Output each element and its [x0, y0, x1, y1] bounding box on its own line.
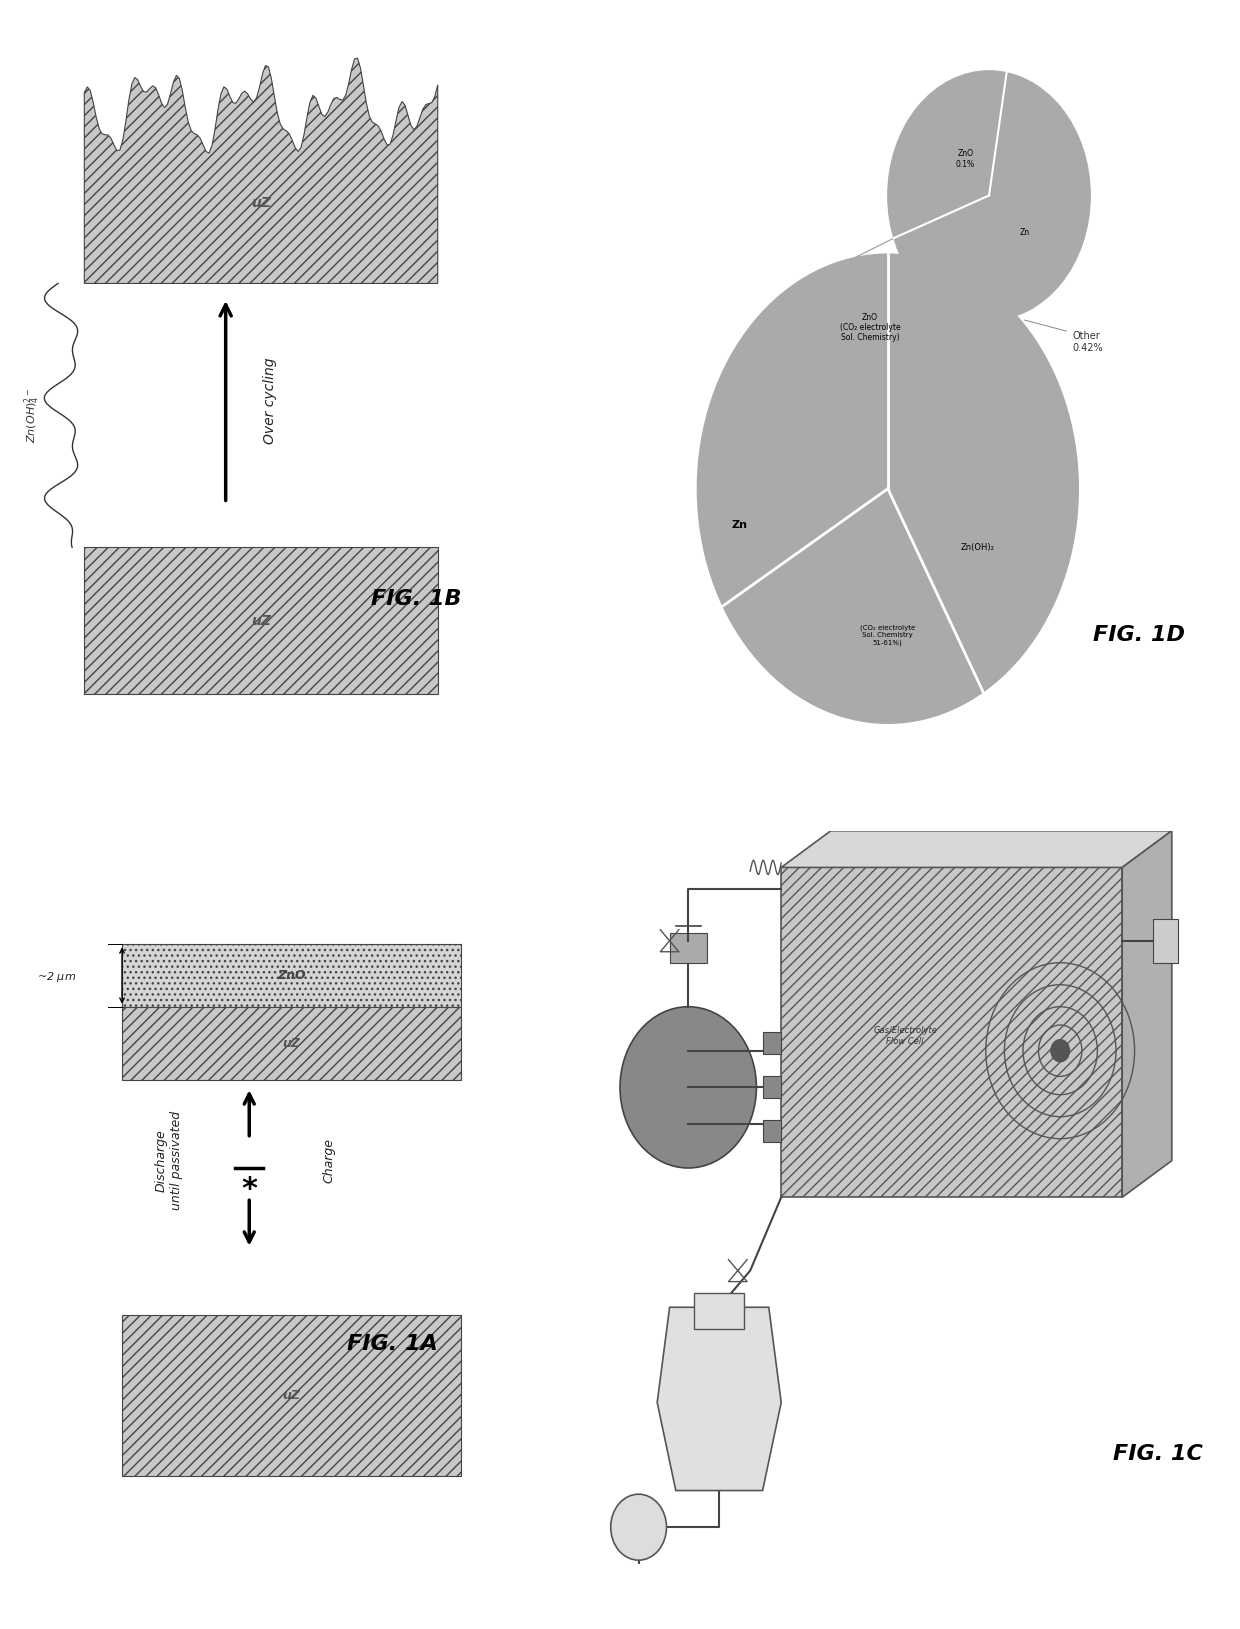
Text: Zn: Zn — [1019, 228, 1029, 236]
Text: uZ: uZ — [250, 614, 272, 627]
Text: *: * — [242, 1176, 257, 1204]
Bar — [122, 1007, 461, 1080]
Text: ZnO
0.1%: ZnO 0.1% — [956, 150, 975, 168]
Text: Gas/Electrolyte
Flow Cell: Gas/Electrolyte Flow Cell — [873, 1026, 937, 1046]
Circle shape — [620, 1007, 756, 1168]
Circle shape — [1052, 1039, 1069, 1062]
Text: Zn(OH)₂: Zn(OH)₂ — [960, 542, 994, 552]
Text: Zn: Zn — [732, 520, 746, 531]
Bar — [763, 1077, 781, 1098]
Text: Discharge
until passivated: Discharge until passivated — [155, 1111, 184, 1210]
Bar — [84, 547, 438, 694]
Text: $Zn(OH)_4^{2-}$: $Zn(OH)_4^{2-}$ — [22, 388, 42, 443]
Polygon shape — [84, 59, 438, 283]
Bar — [122, 945, 461, 1007]
Bar — [694, 1293, 744, 1329]
Text: FIG. 1B: FIG. 1B — [371, 588, 461, 609]
Text: ~2 $\mu$m: ~2 $\mu$m — [36, 971, 76, 984]
Text: ZnO: ZnO — [278, 969, 306, 982]
Text: uZ: uZ — [283, 1038, 300, 1049]
Polygon shape — [781, 831, 1172, 867]
Polygon shape — [657, 1306, 781, 1491]
Text: (CO₂ electrolyte
Sol. Chemistry
51-61%): (CO₂ electrolyte Sol. Chemistry 51-61%) — [861, 626, 915, 645]
Text: Charge: Charge — [322, 1139, 336, 1183]
Bar — [763, 1033, 781, 1054]
Bar — [1153, 919, 1178, 963]
Text: Over cycling: Over cycling — [263, 357, 278, 445]
Circle shape — [697, 254, 1079, 723]
Text: Other
0.42%: Other 0.42% — [1073, 331, 1102, 353]
Polygon shape — [1122, 831, 1172, 1197]
Bar — [122, 1315, 461, 1476]
Bar — [781, 867, 1122, 1197]
Text: uZ: uZ — [250, 195, 272, 210]
Circle shape — [610, 1494, 666, 1561]
Bar — [763, 1121, 781, 1142]
Text: ZnO
(CO₂ electrolyte
Sol. Chemistry): ZnO (CO₂ electrolyte Sol. Chemistry) — [839, 313, 900, 342]
Bar — [670, 933, 707, 963]
Text: uZ: uZ — [283, 1390, 300, 1401]
Circle shape — [888, 72, 1090, 321]
Text: FIG. 1A: FIG. 1A — [347, 1334, 438, 1354]
Text: FIG. 1D: FIG. 1D — [1094, 626, 1185, 645]
Text: FIG. 1C: FIG. 1C — [1114, 1443, 1203, 1464]
